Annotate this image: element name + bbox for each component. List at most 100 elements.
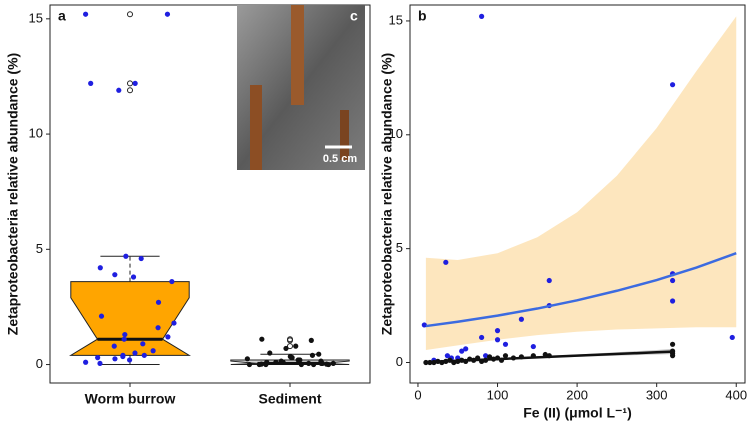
point	[141, 352, 147, 358]
point	[669, 82, 676, 88]
point	[112, 356, 118, 362]
plot-frame	[49, 4, 371, 384]
y-tick-label: 5	[36, 241, 43, 256]
point	[669, 341, 676, 347]
burrow	[340, 110, 349, 160]
point	[311, 361, 317, 368]
confidence-band	[425, 16, 737, 350]
point	[421, 322, 427, 328]
x-tick-label: 0	[414, 387, 421, 402]
point	[267, 350, 273, 356]
point	[155, 299, 162, 305]
inset-label: c	[350, 8, 358, 24]
point	[323, 361, 330, 367]
point	[729, 334, 735, 341]
x-tick-label: 200	[566, 387, 588, 402]
point	[130, 274, 137, 280]
point	[459, 348, 465, 354]
inset-photo: c 0.5 cm	[237, 5, 365, 170]
point	[259, 336, 265, 342]
point	[308, 337, 314, 343]
point	[479, 334, 485, 341]
point	[330, 360, 336, 367]
point	[171, 320, 177, 326]
point	[111, 343, 117, 349]
point	[165, 334, 171, 340]
point	[121, 336, 127, 342]
point	[669, 277, 676, 284]
point	[502, 341, 509, 347]
burrow	[291, 5, 304, 105]
fit-line	[425, 350, 673, 364]
point	[132, 80, 138, 86]
y-tick-label: 5	[396, 240, 403, 255]
point	[306, 360, 312, 367]
point	[316, 351, 322, 357]
point	[88, 80, 94, 86]
y-tick-label: 15	[389, 12, 403, 27]
x-axis-label: Fe (II) (μmol L⁻¹)	[523, 405, 632, 421]
point	[122, 331, 128, 338]
x-tick-label: 100	[487, 387, 509, 402]
point	[494, 328, 501, 334]
panel-label: a	[58, 8, 66, 24]
x-tick-label: Sediment	[258, 391, 321, 407]
point	[444, 353, 450, 359]
point	[463, 346, 469, 352]
point	[273, 359, 279, 365]
point	[83, 11, 89, 17]
point	[138, 255, 144, 262]
y-tick-label: 15	[29, 10, 43, 25]
point	[297, 357, 303, 363]
point	[169, 278, 175, 285]
point	[289, 355, 295, 361]
point	[518, 316, 525, 322]
point	[112, 272, 118, 278]
point	[298, 361, 304, 368]
point	[318, 360, 324, 367]
point	[95, 355, 101, 361]
point	[494, 337, 501, 343]
plot-area	[421, 13, 737, 366]
point	[97, 265, 103, 271]
point	[98, 313, 105, 319]
y-tick-label: 10	[389, 126, 403, 141]
point	[132, 350, 138, 356]
outlier	[127, 80, 133, 87]
outlier	[287, 343, 293, 350]
y-axis-label: Zetaproteobacteria relative abundance (%…	[379, 53, 395, 335]
point	[669, 298, 676, 304]
point	[669, 353, 676, 359]
x-tick-label: Worm burrow	[85, 391, 176, 407]
point	[244, 356, 250, 362]
point	[309, 352, 316, 358]
point	[502, 353, 509, 359]
box	[69, 281, 191, 356]
point	[140, 341, 146, 347]
point	[120, 352, 126, 358]
point	[530, 343, 536, 350]
burrow	[250, 85, 262, 170]
point	[258, 361, 265, 367]
y-axis-label: Zetaproteobacteria relative abundance (%…	[5, 53, 21, 335]
y-tick-label: 0	[36, 356, 43, 371]
point	[97, 360, 103, 367]
outlier	[127, 11, 133, 18]
point	[126, 357, 133, 363]
point	[283, 345, 289, 352]
outlier	[127, 87, 133, 94]
point	[246, 361, 253, 368]
outlier	[287, 336, 293, 343]
x-tick-label: 300	[646, 387, 668, 402]
point	[164, 11, 171, 17]
point	[116, 87, 122, 93]
y-tick-label: 0	[396, 354, 403, 369]
panel-label: b	[418, 8, 427, 24]
point	[486, 354, 493, 360]
point	[280, 359, 286, 365]
point	[479, 13, 485, 19]
point	[150, 348, 156, 354]
point	[546, 277, 552, 284]
point	[293, 343, 299, 349]
